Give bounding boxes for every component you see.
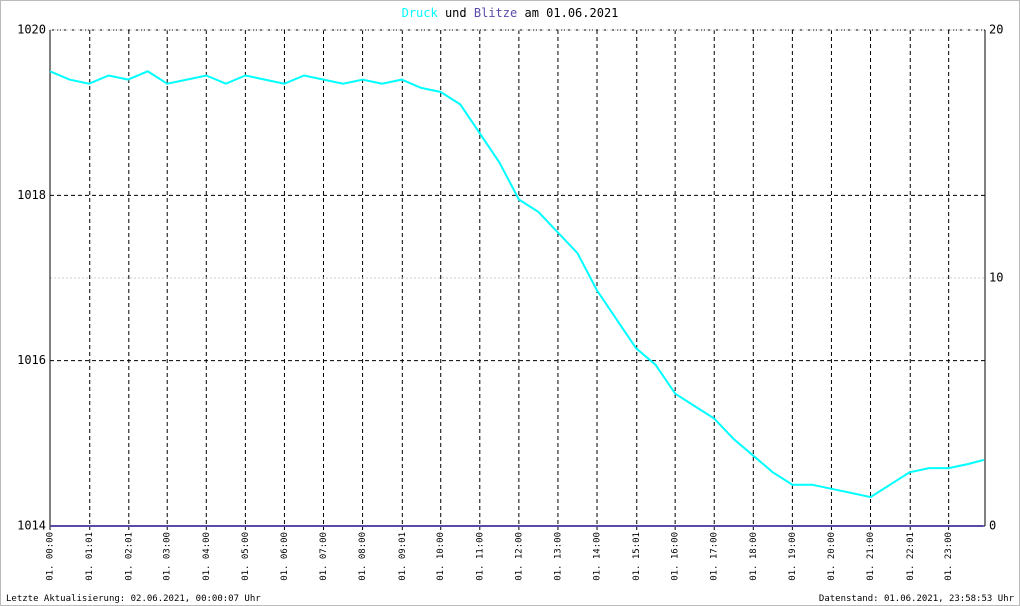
x-tick-label: 01. 22:01 <box>906 532 916 581</box>
x-tick-label: 01. 03:00 <box>163 532 173 581</box>
title-part: am 01.06.2021 <box>524 6 618 20</box>
x-tick-label: 01. 23:00 <box>944 532 954 581</box>
y-tick-label: 1018 <box>17 188 46 202</box>
y2-tick-label: 10 <box>989 271 1003 285</box>
title-part: Druck <box>402 6 439 20</box>
x-tick-label: 01. 00:00 <box>46 532 56 581</box>
x-tick-label: 01. 20:00 <box>827 532 837 581</box>
x-tick-label: 01. 12:00 <box>514 532 524 581</box>
x-tick-label: 01. 04:00 <box>202 532 212 581</box>
y-tick-label: 1016 <box>17 353 46 367</box>
x-tick-label: 01. 09:01 <box>398 532 408 581</box>
x-tick-label: 01. 16:00 <box>671 532 681 581</box>
x-tick-label: 01. 07:00 <box>319 532 329 581</box>
x-tick-label: 01. 17:00 <box>710 532 720 581</box>
title-part: und <box>445 6 467 20</box>
x-tick-label: 01. 18:00 <box>749 532 759 581</box>
y-tick-label: 1014 <box>17 519 46 533</box>
y2-tick-label: 0 <box>989 519 996 533</box>
footer-left: Letzte Aktualisierung: 02.06.2021, 00:00… <box>6 594 261 604</box>
x-tick-label: 01. 21:00 <box>866 532 876 581</box>
x-tick-label: 01. 01:01 <box>85 532 95 581</box>
title-part: Blitze <box>474 6 517 20</box>
y-tick-label: 1020 <box>17 23 46 37</box>
x-tick-label: 01. 14:00 <box>593 532 603 581</box>
x-tick-label: 01. 11:00 <box>475 532 485 581</box>
x-tick-label: 01. 13:00 <box>553 532 563 581</box>
x-tick-label: 01. 10:00 <box>436 532 446 581</box>
x-tick-label: 01. 08:00 <box>358 532 368 581</box>
y2-tick-label: 20 <box>989 23 1003 37</box>
series-line <box>49 70 985 499</box>
x-tick-label: 01. 19:00 <box>788 532 798 581</box>
x-tick-label: 01. 05:00 <box>241 532 251 581</box>
x-tick-label: 01. 02:01 <box>124 532 134 581</box>
chart-title: Druck und Blitze am 01.06.2021 <box>402 6 619 20</box>
x-tick-label: 01. 06:00 <box>280 532 290 581</box>
x-tick-label: 01. 15:01 <box>632 532 642 581</box>
footer-right: Datenstand: 01.06.2021, 23:58:53 Uhr <box>819 594 1015 604</box>
